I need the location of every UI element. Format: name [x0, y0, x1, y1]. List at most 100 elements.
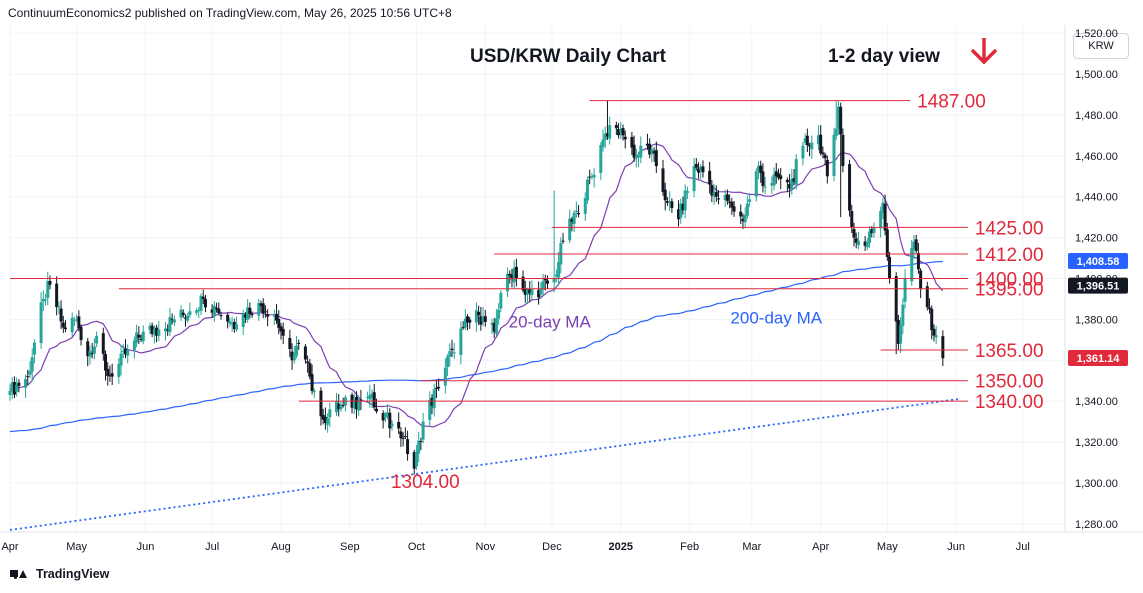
candle-body: [381, 413, 385, 421]
candle-body: [585, 179, 589, 201]
candle-body: [452, 352, 456, 354]
candle-body: [901, 304, 905, 326]
candle-body: [739, 211, 743, 217]
candle-body: [614, 125, 618, 129]
x-tick-label: Dec: [542, 541, 562, 553]
ma20-path: [9, 143, 944, 428]
candle-body: [101, 333, 105, 354]
price-badge: 1,361.14: [1068, 349, 1128, 366]
candle-body: [421, 421, 425, 440]
candle-body: [46, 281, 50, 298]
candle-body: [288, 337, 292, 349]
candle-body: [303, 346, 307, 360]
candle-body: [337, 403, 341, 410]
candle-body: [241, 313, 245, 327]
candle-body: [879, 210, 883, 229]
candle-body: [139, 338, 143, 340]
candle-body: [552, 278, 556, 283]
tradingview-logo-icon: [10, 568, 30, 580]
candle-body: [24, 379, 28, 388]
candle-body: [468, 319, 472, 323]
candle-body: [272, 315, 276, 317]
candle-body: [808, 145, 812, 147]
candle-body: [714, 192, 718, 197]
price-badge-bg: [1068, 277, 1128, 294]
candle-body: [708, 170, 712, 185]
candle-body: [483, 316, 487, 322]
candle-body: [219, 315, 223, 317]
candle-body: [619, 128, 623, 133]
price-badge-text: 1,361.14: [1077, 353, 1121, 365]
candle-body: [388, 412, 392, 429]
candle-body: [32, 342, 36, 355]
candle-body: [899, 324, 903, 344]
candle-body: [279, 326, 283, 332]
candle-body: [650, 149, 654, 154]
candle-body: [95, 335, 99, 344]
candle-body: [44, 299, 48, 301]
candle-body: [850, 211, 854, 228]
candle-body: [310, 374, 314, 392]
candle-body: [637, 155, 641, 158]
candle-body: [352, 400, 356, 409]
candle-body: [772, 174, 776, 186]
candle-body: [59, 308, 63, 322]
candle-body: [499, 292, 503, 309]
arrow-head: [971, 49, 997, 65]
candle-body: [785, 179, 789, 183]
candle-body: [354, 396, 358, 410]
candle-body: [104, 354, 108, 371]
candle-body: [914, 239, 918, 251]
candle-body: [39, 302, 43, 344]
candle-body: [201, 296, 205, 299]
candle-body: [741, 218, 745, 222]
candle-body: [763, 186, 767, 188]
axes: 1,520.00 1,500.00 1,480.00 1,460.00 1,440.00…: [0, 25, 1143, 553]
candle-body: [150, 325, 154, 335]
candle-body: [15, 384, 19, 392]
candle-body: [677, 209, 681, 220]
candle-body: [590, 176, 594, 178]
footer-brand: TradingView: [36, 567, 110, 581]
x-tick-label: May: [877, 541, 898, 553]
candle-body: [732, 206, 736, 212]
candle-body: [492, 322, 496, 332]
y-tick-label: 1,420.00: [1075, 233, 1118, 245]
candle-body: [836, 106, 840, 129]
candle-body: [683, 190, 687, 211]
symbol-box[interactable]: KRW: [1073, 33, 1129, 59]
candle-body: [135, 332, 139, 343]
candle-body: [561, 240, 565, 242]
candle-body: [372, 392, 376, 408]
candle-body: [497, 309, 501, 319]
level-label-1304.00: 1304.00: [391, 472, 460, 493]
candle-body: [834, 128, 838, 137]
candle-body: [928, 307, 932, 310]
level-label-1395.00: 1395.00: [975, 280, 1044, 301]
candle-body: [810, 142, 814, 150]
candle-body: [710, 185, 714, 196]
candle-body: [759, 165, 763, 174]
candle-body: [603, 133, 607, 140]
candle-body: [123, 348, 127, 355]
candle-body: [463, 318, 467, 328]
candle-body: [854, 238, 858, 243]
y-tick-label: 1,440.00: [1075, 192, 1118, 204]
candle-body: [308, 363, 312, 377]
y-tick-label: 1,280.00: [1075, 519, 1118, 531]
candle-body: [188, 311, 192, 315]
candle-body: [870, 229, 874, 234]
candle-body: [526, 289, 530, 295]
x-tick-label: May: [66, 541, 87, 553]
candle-body: [243, 314, 247, 318]
candle-body: [195, 310, 199, 313]
candle-body: [10, 382, 14, 392]
candle-body: [119, 353, 123, 366]
candle-body: [479, 316, 483, 325]
candle-body: [621, 128, 625, 136]
candle-body: [925, 286, 929, 308]
candle-body: [292, 354, 296, 361]
y-tick-label: 1,500.00: [1075, 69, 1118, 81]
level-label-1400.00: 1400.00: [975, 270, 1044, 291]
